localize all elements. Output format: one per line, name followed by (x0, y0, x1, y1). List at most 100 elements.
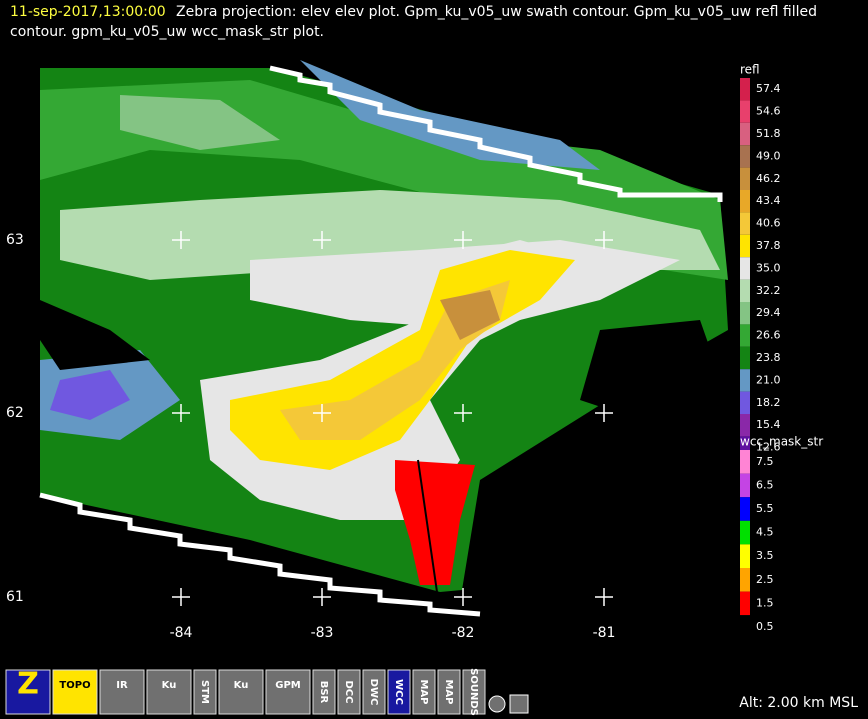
legend-label: 1.5 (756, 596, 774, 609)
header-line: Zebra projection: elev elev plot. Gpm_ku… (176, 4, 817, 20)
grid-cross (313, 588, 331, 606)
legend-swatch (740, 302, 750, 325)
legend-label: 6.5 (756, 478, 774, 491)
lon-label: -84 (170, 625, 193, 641)
header-line: contour. gpm_ku_v05_uw wcc_mask_str plot… (10, 24, 324, 40)
legend-swatch (740, 473, 750, 498)
altitude-status: Alt: 2.00 km MSL (739, 695, 858, 711)
lat-label: 63 (6, 232, 24, 248)
lat-label: 61 (6, 589, 24, 605)
button-label[interactable]: WCC (393, 679, 404, 705)
legend-label: 29.4 (756, 306, 781, 319)
grid-cross (172, 404, 190, 422)
grid-cross (595, 588, 613, 606)
toolbar-button[interactable] (218, 669, 264, 715)
button-label[interactable]: STM (199, 680, 210, 704)
grid-cross (172, 588, 190, 606)
legend-swatch (740, 145, 750, 168)
legend-label: 26.6 (756, 329, 781, 342)
track-line (417, 459, 438, 593)
button-label[interactable]: Ku (162, 680, 177, 691)
lon-label: -81 (593, 625, 616, 641)
button-label[interactable]: SOUNDS (468, 668, 479, 716)
button-label[interactable]: DWC (368, 679, 379, 706)
lat-label: 62 (6, 405, 24, 421)
legend-swatch (740, 568, 750, 592)
toolbar-button[interactable] (437, 669, 461, 715)
legend-swatch (740, 591, 750, 616)
legend-label: 54.6 (756, 105, 781, 118)
legend-label: 35.0 (756, 261, 781, 274)
toolbar-button[interactable] (146, 669, 192, 715)
legend-swatch (740, 167, 750, 190)
legend-label: 40.6 (756, 217, 781, 230)
timestamp: 11-sep-2017,13:00:00 (10, 4, 166, 20)
legend-swatch (740, 615, 750, 639)
toolbar-icon[interactable] (488, 695, 506, 713)
button-label[interactable]: DCC (343, 681, 354, 704)
legend-swatch (740, 212, 750, 235)
legend-label: 12.6 (756, 441, 781, 454)
legend-label: 21.0 (756, 373, 781, 386)
legend-label: 15.4 (756, 418, 781, 431)
toolbar-button[interactable] (362, 669, 386, 715)
lon-label: -82 (452, 625, 475, 641)
legend-label: 46.2 (756, 172, 781, 185)
toolbar-button[interactable] (265, 669, 311, 715)
button-label[interactable]: MAP (443, 679, 454, 704)
legend-swatch (740, 78, 750, 101)
legend-swatch (740, 324, 750, 347)
legend-swatch (740, 122, 750, 146)
button-label[interactable]: MAP (418, 679, 429, 704)
legend-label: 32.2 (756, 284, 781, 297)
legend-swatch (740, 100, 750, 123)
grid-cross (172, 231, 190, 249)
legend-swatch (740, 369, 750, 392)
legend-swatch (740, 391, 750, 414)
toolbar-button[interactable] (412, 669, 436, 715)
toolbar-button[interactable] (99, 669, 145, 715)
grid-cross (313, 404, 331, 422)
grid-cross (454, 404, 472, 422)
button-label[interactable]: BSR (318, 681, 329, 704)
legend-swatch (740, 257, 750, 280)
button-label[interactable]: GPM (275, 680, 301, 691)
legend-swatch (740, 234, 750, 258)
legend-label: 3.5 (756, 549, 774, 562)
grid-cross (595, 231, 613, 249)
legend-swatch (740, 436, 750, 459)
toolbar-button[interactable] (52, 669, 98, 715)
toolbar-button[interactable] (337, 669, 361, 715)
button-label[interactable]: TOPO (59, 680, 90, 691)
toolbar-button[interactable] (193, 669, 217, 715)
legend-swatch (740, 497, 750, 521)
toolbar-button[interactable] (462, 669, 486, 715)
toolbar-button[interactable] (312, 669, 336, 715)
legend-label: 18.2 (756, 396, 781, 409)
button-label[interactable]: Ku (234, 680, 249, 691)
grid-cross (313, 231, 331, 249)
lon-label: -83 (311, 625, 334, 641)
toolbar-icon[interactable] (509, 694, 529, 714)
legend-label: 2.5 (756, 573, 774, 586)
grid-cross (454, 588, 472, 606)
button-label[interactable]: Z (17, 667, 39, 702)
button-label[interactable]: IR (116, 680, 128, 691)
toolbar: Z TOPO IR Ku STM Ku GPM BSR DCC DWC WCC MAP MAP SOUND… (5, 667, 529, 716)
legend-swatch (740, 346, 750, 370)
toolbar-button[interactable] (387, 669, 411, 715)
legend-label: 0.5 (756, 620, 774, 633)
grid-cross (454, 231, 472, 249)
toolbar-button[interactable] (5, 669, 51, 715)
legend-title: refl (740, 63, 760, 77)
radar-field (40, 60, 728, 592)
grid-cross (595, 404, 613, 422)
legend-label: 37.8 (756, 239, 781, 252)
legend-swatch (740, 450, 750, 474)
legend-swatch (740, 279, 750, 302)
legend-label: 43.4 (756, 194, 781, 207)
legend-title: wcc_mask_str (740, 435, 823, 449)
legend: refl 57.4 54.6 51.8 49.0 46.2 43.4 40.6 37.8 35.0… (740, 63, 823, 639)
